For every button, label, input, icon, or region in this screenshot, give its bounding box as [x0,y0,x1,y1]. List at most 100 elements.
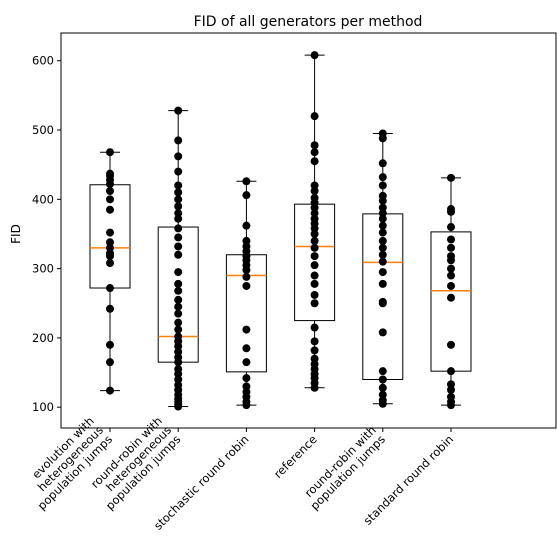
data-point [447,173,455,182]
data-point [242,344,251,353]
data-point [310,209,319,218]
data-point [378,375,387,384]
data-point [310,279,319,288]
data-point [378,191,387,200]
data-point [378,268,387,277]
data-point [242,272,251,281]
data-point [310,236,319,245]
data-point [174,279,183,288]
data-point [242,387,251,396]
data-point [106,386,114,395]
data-point [174,286,183,295]
data-point [242,325,251,334]
data-point [242,382,251,391]
data-point [106,259,114,268]
data-point [310,243,319,252]
y-tick-label: 200 [32,331,54,345]
data-point [174,242,183,251]
data-point [174,309,183,318]
data-point [174,202,183,211]
data-point [378,383,387,392]
data-point [106,304,114,313]
data-point [447,281,455,290]
data-point [174,381,183,390]
data-point [378,297,387,306]
data-point [310,112,319,121]
data-point [378,236,387,245]
data-point [106,284,114,293]
data-point [106,169,114,178]
data-point [174,332,183,341]
data-point [447,293,455,302]
data-point [310,181,319,190]
y-tick-label: 600 [32,54,54,68]
data-point [447,243,455,252]
data-point [310,141,319,150]
data-point [174,152,183,161]
data-point [174,181,183,190]
data-point [174,188,183,197]
data-point [378,367,387,376]
data-point [310,337,319,346]
data-point [174,214,183,223]
data-point [378,257,387,266]
data-point [447,223,455,232]
x-tick-label: evolution withheterogeneouspopulation ju… [16,414,115,513]
data-point [310,360,319,369]
data-point [447,252,455,261]
data-point [242,242,251,251]
data-point [174,224,183,233]
data-point [378,279,387,288]
data-point [310,290,319,299]
data-point [447,205,455,214]
data-point [378,250,387,259]
data-point [242,177,251,186]
data-point [174,167,183,176]
y-tick-label: 500 [32,123,54,137]
data-point [174,233,183,242]
data-point [378,181,387,190]
data-point [174,195,183,204]
y-tick-label: 100 [32,400,54,414]
data-point [310,299,319,308]
data-point [310,252,319,261]
data-point [378,243,387,252]
y-tick-label: 400 [32,192,54,206]
data-point [310,214,319,223]
data-point [378,203,387,212]
x-axis: evolution withheterogeneouspopulation ju… [16,414,456,533]
data-point [378,214,387,223]
data-point [378,396,387,405]
data-point [174,209,183,218]
data-point [106,238,114,247]
data-point [310,157,319,166]
data-point [106,243,114,252]
data-point [378,228,387,237]
data-point [242,358,251,367]
data-point [106,340,114,349]
data-point [174,375,183,384]
data-point [447,385,455,394]
data-point [447,264,455,273]
data-point [378,328,387,337]
data-point [106,228,114,237]
data-point [310,148,319,157]
data-point [106,249,114,258]
data-point [378,129,387,138]
data-point [174,250,183,259]
data-point [242,191,251,200]
data-point [310,187,319,195]
data-point [310,346,319,355]
data-point [378,173,387,182]
data-point [106,205,114,214]
data-point [447,340,455,349]
data-point [174,347,183,356]
data-point [378,221,387,230]
data-point [174,106,183,115]
data-point [447,235,455,244]
x-tick-label-line: reference [271,432,320,481]
box-group [89,51,472,411]
data-point [310,354,319,363]
data-point [447,367,455,376]
